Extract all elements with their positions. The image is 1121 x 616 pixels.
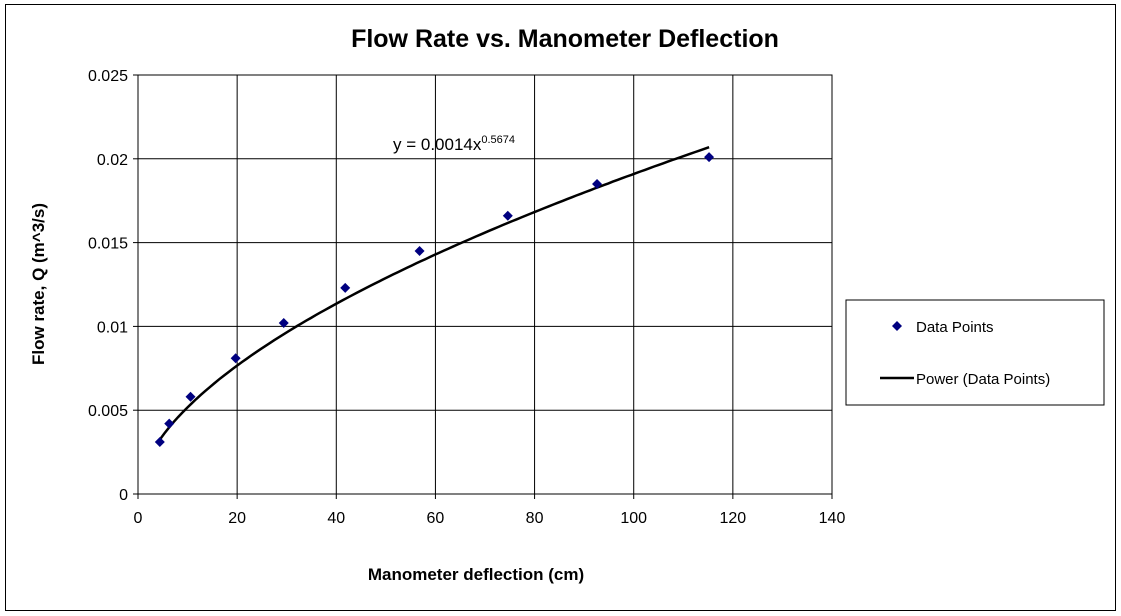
- y-tick-label: 0.01: [97, 319, 128, 336]
- y-tick-label: 0.02: [97, 152, 128, 169]
- x-axis-label: Manometer deflection (cm): [368, 565, 584, 584]
- data-point: [592, 178, 603, 189]
- power-trendline: [158, 146, 710, 441]
- data-point: [704, 152, 715, 163]
- x-tick-label: 20: [228, 510, 246, 527]
- data-point: [164, 418, 175, 429]
- data-point: [340, 282, 351, 293]
- y-tick-label: 0.025: [88, 68, 128, 85]
- data-point: [414, 245, 425, 256]
- x-tick-label: 40: [327, 510, 345, 527]
- y-tick-label: 0.015: [88, 236, 128, 253]
- x-tick-label: 0: [134, 510, 143, 527]
- y-tick-label: 0.005: [88, 403, 128, 420]
- x-tick-label: 80: [526, 510, 544, 527]
- plot-area: [137, 74, 833, 495]
- y-axis-label: Flow rate, Q (m^3/s): [29, 203, 48, 365]
- data-point: [278, 318, 289, 329]
- legend: Data Points Power (Data Points): [845, 299, 1105, 406]
- legend-diamond-marker: [892, 321, 902, 331]
- legend-label-trendline: Power (Data Points): [916, 371, 1050, 388]
- x-tick-label: 140: [819, 510, 846, 527]
- x-tick-label: 60: [427, 510, 445, 527]
- x-tick-label: 120: [720, 510, 747, 527]
- legend-box: [845, 299, 1105, 406]
- y-tick-label: 0: [119, 487, 128, 504]
- chart-title: Flow Rate vs. Manometer Deflection: [351, 25, 779, 53]
- data-point: [230, 353, 241, 364]
- data-point: [502, 210, 513, 221]
- legend-label-data-points: Data Points: [916, 319, 994, 336]
- trendline-equation: y = 0.0014x0.5674: [393, 134, 515, 154]
- data-point: [185, 391, 196, 402]
- data-point: [154, 437, 165, 448]
- x-tick-label: 100: [620, 510, 647, 527]
